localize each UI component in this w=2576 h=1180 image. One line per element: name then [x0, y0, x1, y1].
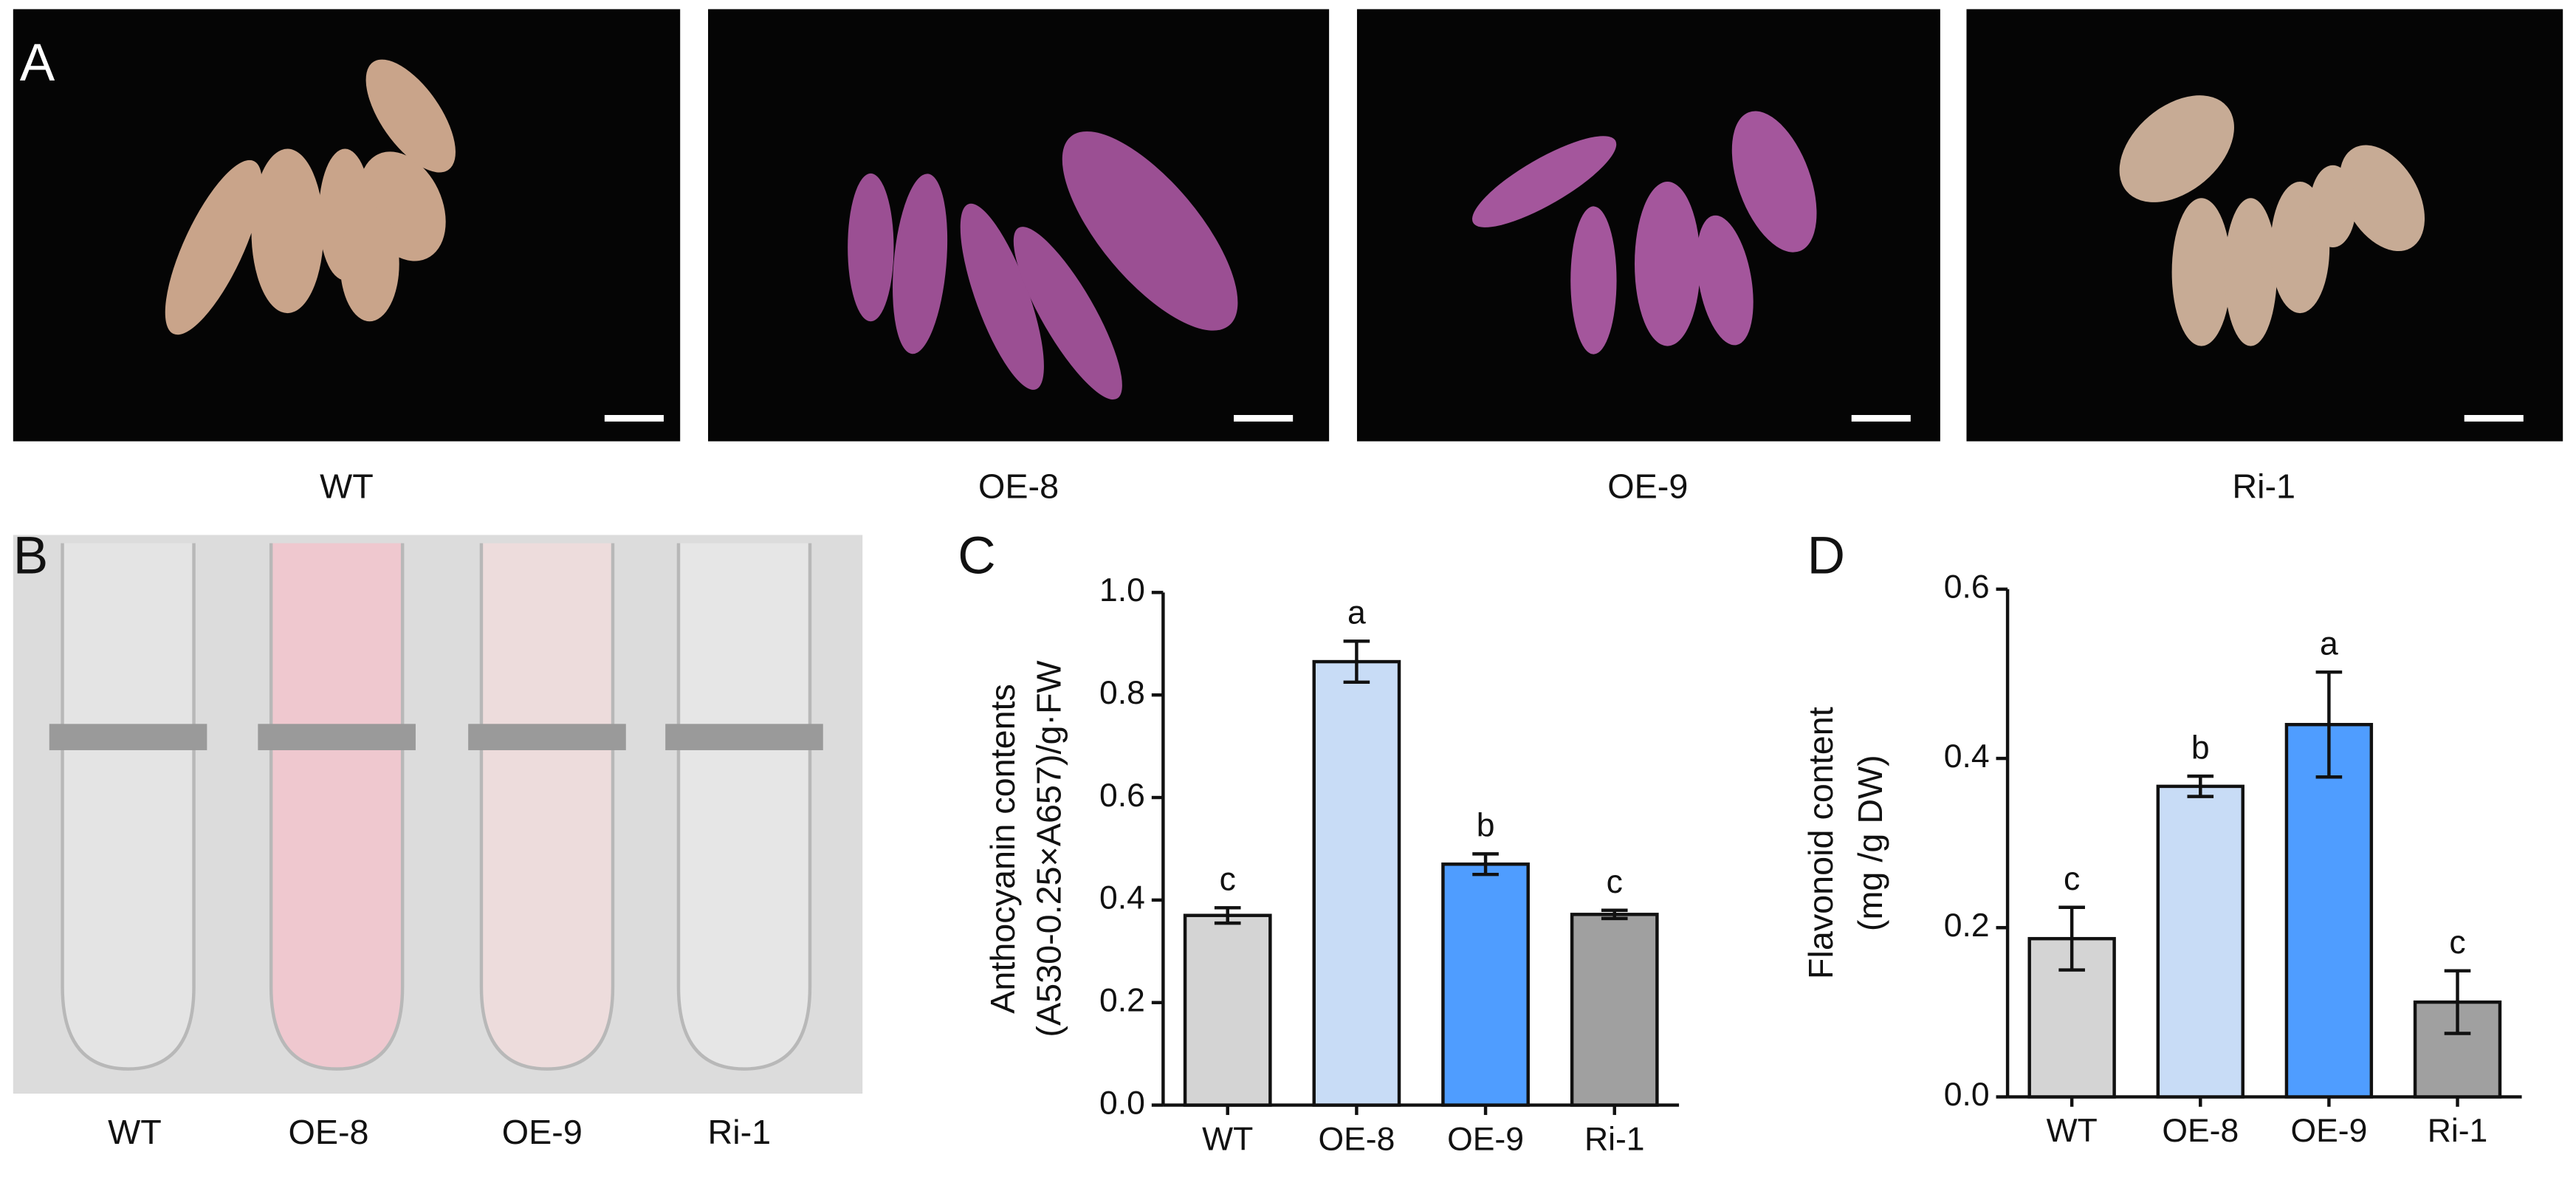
error-bar	[2187, 774, 2214, 798]
error-bar	[1343, 639, 1370, 685]
tubers-wt	[165, 59, 456, 335]
x-tick-label: Ri-1	[2428, 1113, 2488, 1149]
significance-letter: c	[1220, 861, 1236, 897]
bar	[2284, 723, 2374, 1099]
x-tick-label: WT	[1202, 1121, 1253, 1157]
x-tick-label: OE-9	[2290, 1113, 2367, 1149]
photo-label: Ri-1	[2232, 467, 2295, 505]
photo-label: WT	[320, 467, 374, 505]
tubers-ri1	[2119, 95, 2425, 346]
y-tick-label: 0.4	[1944, 738, 1990, 775]
bar	[1312, 659, 1401, 1107]
bar	[1183, 913, 1272, 1107]
panel-label: B	[13, 527, 48, 586]
panel-label: C	[958, 527, 995, 586]
y-tick-label: 0.8	[1099, 675, 1145, 711]
tubers-oe8	[848, 131, 1238, 400]
photo-label: OE-9	[1607, 467, 1688, 505]
y-axis-label: Anthocyanin contents	[983, 684, 1022, 1014]
error-bar	[2058, 905, 2085, 972]
x-tick-label: OE-8	[2162, 1113, 2239, 1149]
tubers-oe9	[1472, 111, 1817, 354]
significance-letter: c	[2064, 861, 2080, 897]
error-bar	[1214, 906, 1241, 925]
x-tick-label: WT	[2047, 1113, 2098, 1149]
error-bar	[2315, 670, 2343, 779]
y-axis-label: (mg /g DW)	[1851, 755, 1889, 931]
error-bar	[2444, 969, 2471, 1035]
significance-letter: b	[2191, 730, 2210, 766]
error-bar	[1472, 852, 1499, 877]
tube-label: OE-8	[289, 1113, 369, 1151]
bar	[1570, 913, 1659, 1107]
significance-letter: a	[1347, 594, 1366, 631]
tube-photo	[13, 535, 863, 1094]
tubes	[61, 543, 812, 1071]
tube-label: WT	[108, 1113, 162, 1151]
photo-label: OE-8	[978, 467, 1059, 505]
y-axis-label: Flavonoid content	[1802, 707, 1840, 979]
error-bar	[1601, 908, 1628, 921]
x-tick-label: OE-9	[1447, 1121, 1524, 1157]
x-tick-label: OE-8	[1318, 1121, 1395, 1157]
tube-label: OE-9	[502, 1113, 583, 1151]
panel-label: A	[20, 34, 55, 92]
significance-letter: b	[1477, 808, 1495, 844]
tube-rings	[49, 724, 823, 750]
bar	[1441, 862, 1530, 1107]
panel-label: D	[1807, 527, 1845, 586]
y-tick-label: 1.0	[1099, 572, 1145, 608]
y-axis-label: (A530-0.25×A657)/g·FW	[1029, 660, 1068, 1037]
bar	[2156, 784, 2244, 1099]
y-tick-label: 0.0	[1099, 1085, 1145, 1121]
y-tick-label: 0.0	[1944, 1077, 1990, 1113]
significance-letter: c	[2449, 925, 2465, 961]
x-tick-label: Ri-1	[1584, 1121, 1645, 1157]
y-tick-label: 0.6	[1099, 778, 1145, 814]
y-tick-label: 0.2	[1944, 908, 1990, 944]
y-tick-label: 0.2	[1099, 982, 1145, 1018]
significance-letter: a	[2320, 625, 2338, 662]
tuber-photos	[13, 9, 2563, 442]
y-tick-label: 0.6	[1944, 569, 1990, 606]
y-tick-label: 0.4	[1099, 880, 1145, 916]
significance-letter: c	[1607, 864, 1623, 900]
tube-label: Ri-1	[707, 1113, 771, 1151]
